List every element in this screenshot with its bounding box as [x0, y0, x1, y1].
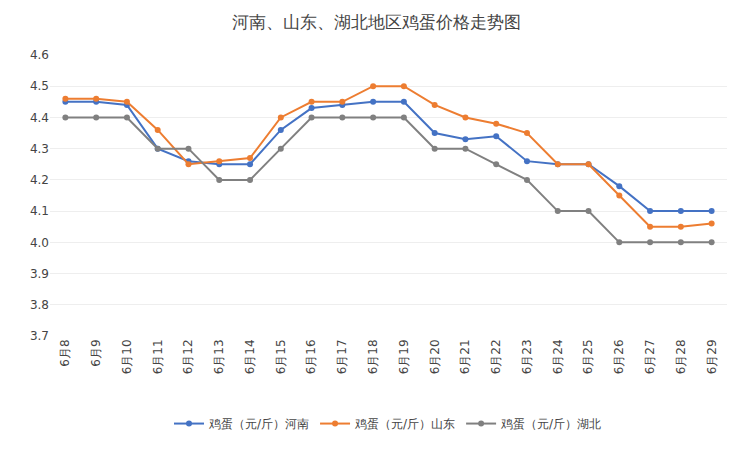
svg-text:4.5: 4.5 — [30, 79, 49, 93]
svg-text:6月14: 6月14 — [243, 339, 257, 374]
svg-text:6月11: 6月11 — [151, 339, 165, 374]
svg-text:6月21: 6月21 — [458, 339, 472, 374]
svg-text:6月23: 6月23 — [520, 339, 534, 374]
svg-text:河南、山东、湖北地区鸡蛋价格走势图: 河南、山东、湖北地区鸡蛋价格走势图 — [232, 12, 521, 32]
svg-text:6月18: 6月18 — [366, 339, 380, 374]
svg-text:6月26: 6月26 — [612, 339, 626, 374]
svg-text:4.4: 4.4 — [30, 111, 49, 125]
svg-text:6月22: 6月22 — [489, 339, 503, 374]
svg-text:6月25: 6月25 — [581, 339, 595, 374]
svg-text:4.0: 4.0 — [30, 236, 49, 250]
svg-text:6月12: 6月12 — [181, 339, 195, 374]
svg-text:6月13: 6月13 — [212, 339, 226, 374]
svg-text:3.9: 3.9 — [30, 267, 49, 281]
svg-text:4.2: 4.2 — [30, 173, 49, 187]
svg-text:鸡蛋（元/斤）河南: 鸡蛋（元/斤）河南 — [208, 417, 309, 431]
svg-text:6月19: 6月19 — [397, 339, 411, 374]
svg-text:4.6: 4.6 — [30, 48, 49, 62]
svg-text:6月27: 6月27 — [643, 339, 657, 374]
svg-text:6月9: 6月9 — [89, 339, 103, 366]
svg-text:鸡蛋（元/斤）山东: 鸡蛋（元/斤）山东 — [354, 417, 455, 431]
svg-text:6月29: 6月29 — [705, 339, 719, 374]
svg-text:6月15: 6月15 — [274, 339, 288, 374]
svg-text:6月8: 6月8 — [58, 339, 72, 366]
svg-text:6月17: 6月17 — [335, 339, 349, 374]
svg-text:6月16: 6月16 — [304, 339, 318, 374]
svg-text:3.8: 3.8 — [30, 298, 49, 312]
svg-text:6月20: 6月20 — [428, 339, 442, 374]
svg-text:4.1: 4.1 — [30, 204, 49, 218]
svg-text:鸡蛋（元/斤）湖北: 鸡蛋（元/斤）湖北 — [500, 417, 601, 431]
svg-text:6月10: 6月10 — [120, 339, 134, 374]
svg-text:4.3: 4.3 — [30, 142, 49, 156]
svg-text:6月24: 6月24 — [551, 339, 565, 374]
svg-text:6月28: 6月28 — [674, 339, 688, 374]
svg-text:3.7: 3.7 — [30, 329, 49, 343]
